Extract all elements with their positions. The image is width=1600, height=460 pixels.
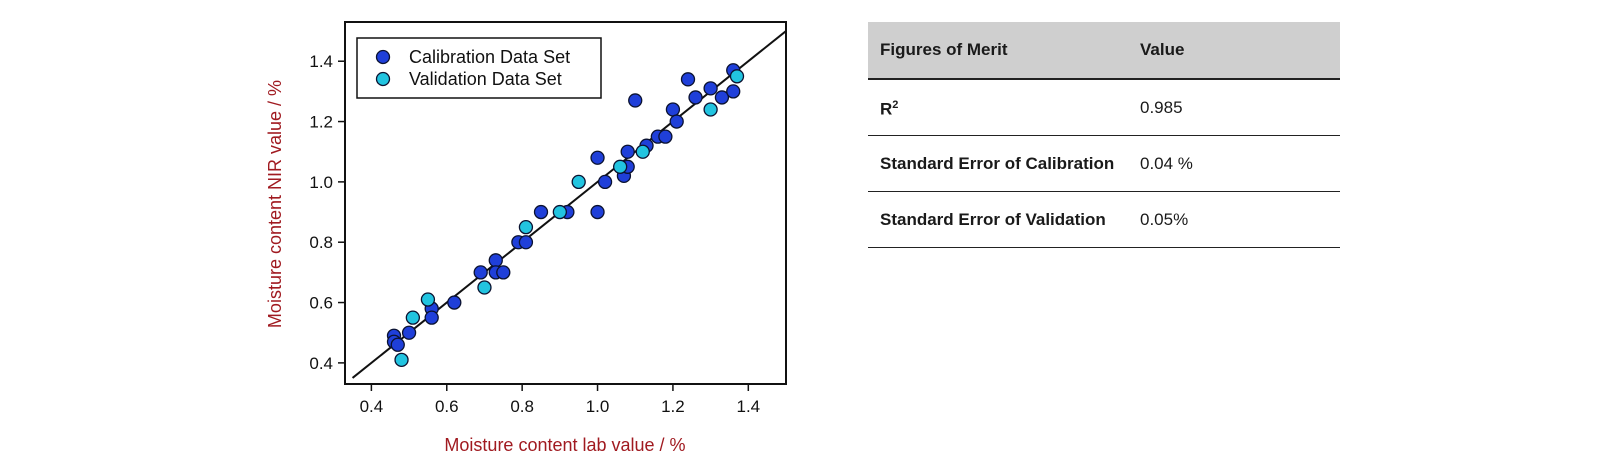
y-tick-label: 1.4 — [309, 52, 333, 71]
x-tick-label: 0.8 — [510, 397, 534, 416]
metric-value: 0.985 — [1128, 79, 1340, 136]
validation-point — [613, 159, 628, 174]
validation-point — [477, 280, 492, 295]
calibration-point — [726, 84, 741, 99]
table-header-row: Figures of Merit Value — [868, 22, 1340, 80]
metric-label: R — [880, 99, 893, 119]
calibration-point — [597, 174, 613, 190]
calibration-point — [620, 144, 635, 159]
x-tick-label: 1.2 — [661, 397, 685, 416]
metric-value: 0.05% — [1128, 191, 1340, 248]
calibration-point — [496, 265, 511, 280]
validation-point — [729, 69, 745, 84]
metric-value: 0.04 % — [1128, 135, 1340, 192]
validation-point — [635, 144, 650, 159]
x-axis-label: Moisture content lab value / % — [444, 435, 685, 455]
y-axis-label: Moisture content NIR value / % — [265, 80, 285, 328]
x-tick-label: 0.6 — [435, 397, 459, 416]
validation-point — [552, 204, 567, 220]
calibration-point — [473, 265, 488, 280]
legend-label: Calibration Data Set — [409, 47, 570, 67]
x-tick-label: 1.0 — [586, 397, 610, 416]
x-axis-ticks: 0.4 0.6 0.8 1.0 1.2 1.4 — [360, 384, 760, 416]
calibration-point — [533, 204, 549, 220]
calibration-point — [401, 325, 417, 340]
calibration-point — [390, 337, 405, 352]
calibration-point — [665, 102, 681, 117]
calibration-point — [590, 204, 605, 220]
y-tick-label: 0.6 — [309, 294, 333, 313]
calibration-point — [658, 129, 673, 144]
metric-r-squared: R2 — [868, 79, 1128, 136]
header-figures-of-merit: Figures of Merit — [868, 22, 1128, 80]
y-tick-label: 0.4 — [309, 354, 333, 373]
calibration-point — [488, 253, 503, 268]
y-tick-label: 1.0 — [309, 173, 333, 192]
legend-label: Validation Data Set — [409, 69, 562, 89]
table-row: Standard Error of Validation 0.05% — [868, 191, 1340, 248]
table-row: Standard Error of Calibration 0.04 % — [868, 135, 1340, 192]
validation-point — [420, 292, 436, 307]
legend-box — [356, 37, 602, 99]
figures-of-merit-table: Figures of Merit Value R2 0.985 Standard… — [868, 22, 1340, 248]
x-tick-label: 0.4 — [360, 397, 384, 416]
header-value: Value — [1128, 22, 1340, 80]
y-tick-label: 1.2 — [309, 113, 333, 132]
plot-frame — [344, 21, 787, 385]
table-row: R2 0.985 — [868, 79, 1340, 136]
validation-point — [571, 174, 586, 190]
calibration-point — [447, 295, 462, 310]
validation-point — [394, 352, 409, 368]
legend-marker — [375, 49, 391, 65]
calibration-point — [669, 114, 684, 129]
metric-sec: Standard Error of Calibration — [868, 135, 1128, 192]
y-axis-ticks: 0.4 0.6 0.8 1.0 1.2 1.4 — [309, 52, 345, 373]
x-tick-label: 1.4 — [736, 397, 760, 416]
validation-point — [703, 102, 718, 117]
validation-point — [405, 310, 420, 325]
calibration-point — [628, 93, 643, 108]
calibration-point — [518, 235, 534, 250]
scatter-chart: 0.4 0.6 0.8 1.0 1.2 1.4 0.4 0.6 0.8 1.0 1.2 1.4 Ca… — [265, 21, 787, 455]
calibration-point — [590, 150, 605, 165]
data-points — [386, 63, 745, 368]
calibration-point — [688, 90, 703, 105]
calibration-point — [680, 72, 696, 87]
legend-marker — [375, 71, 391, 87]
y-tick-label: 0.8 — [309, 233, 333, 252]
calibration-point — [424, 310, 439, 325]
calibration-point — [703, 81, 718, 96]
metric-sev: Standard Error of Validation — [868, 191, 1128, 248]
calibration-point — [714, 90, 730, 105]
superscript: 2 — [892, 99, 899, 112]
validation-point — [518, 219, 534, 235]
